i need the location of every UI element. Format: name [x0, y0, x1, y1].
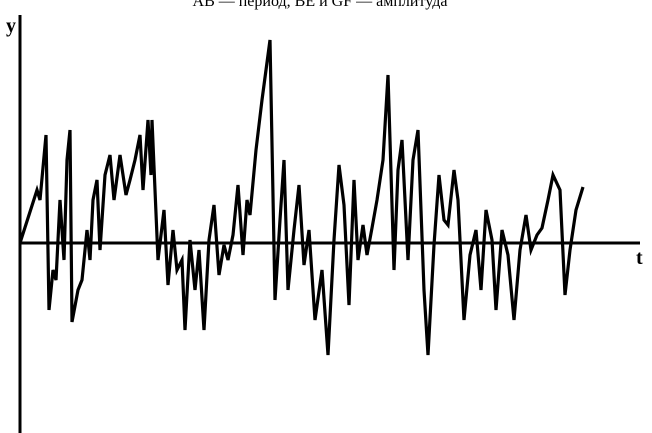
y-axis-label: y — [6, 15, 16, 37]
chart-title: AB — период, BE и GF — амплитуда — [193, 0, 448, 10]
x-axis-label: t — [636, 247, 643, 269]
signal-line — [18, 39, 585, 356]
